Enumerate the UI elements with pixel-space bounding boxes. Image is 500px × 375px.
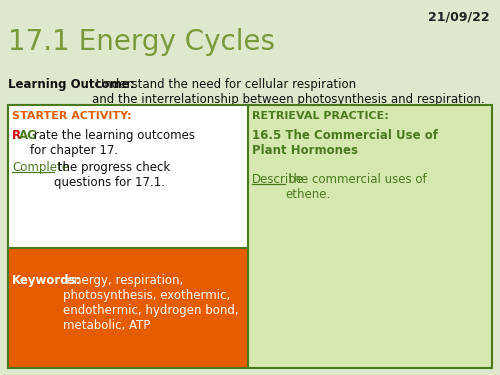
Text: 16.5 The Commercial Use of
Plant Hormones: 16.5 The Commercial Use of Plant Hormone… xyxy=(252,129,438,157)
Text: energy, respiration,
photosynthesis, exothermic,
endothermic, hydrogen bond,
met: energy, respiration, photosynthesis, exo… xyxy=(63,274,238,332)
Text: Keywords:: Keywords: xyxy=(12,274,82,287)
Text: 21/09/22: 21/09/22 xyxy=(428,10,490,23)
Text: STARTER ACTIVITY:: STARTER ACTIVITY: xyxy=(12,111,132,121)
Text: RETRIEVAL PRACTICE:: RETRIEVAL PRACTICE: xyxy=(252,111,389,121)
Bar xyxy=(8,248,248,368)
Bar xyxy=(248,105,492,368)
Text: the commercial uses of
ethene.: the commercial uses of ethene. xyxy=(285,173,426,201)
Bar xyxy=(8,105,248,368)
Text: AG: AG xyxy=(18,129,38,142)
Text: Learning Outcome:: Learning Outcome: xyxy=(8,78,134,91)
Text: 17.1 Energy Cycles: 17.1 Energy Cycles xyxy=(8,28,275,56)
Text: R: R xyxy=(12,129,21,142)
Text: rate the learning outcomes
for chapter 17.: rate the learning outcomes for chapter 1… xyxy=(30,129,195,157)
Text: Complete: Complete xyxy=(12,161,69,174)
Text: the progress check
questions for 17.1.: the progress check questions for 17.1. xyxy=(54,161,170,189)
Text: Describe: Describe xyxy=(252,173,304,186)
Bar xyxy=(8,105,492,368)
Text: Understand the need for cellular respiration
and the interrelationship between p: Understand the need for cellular respira… xyxy=(92,78,484,106)
